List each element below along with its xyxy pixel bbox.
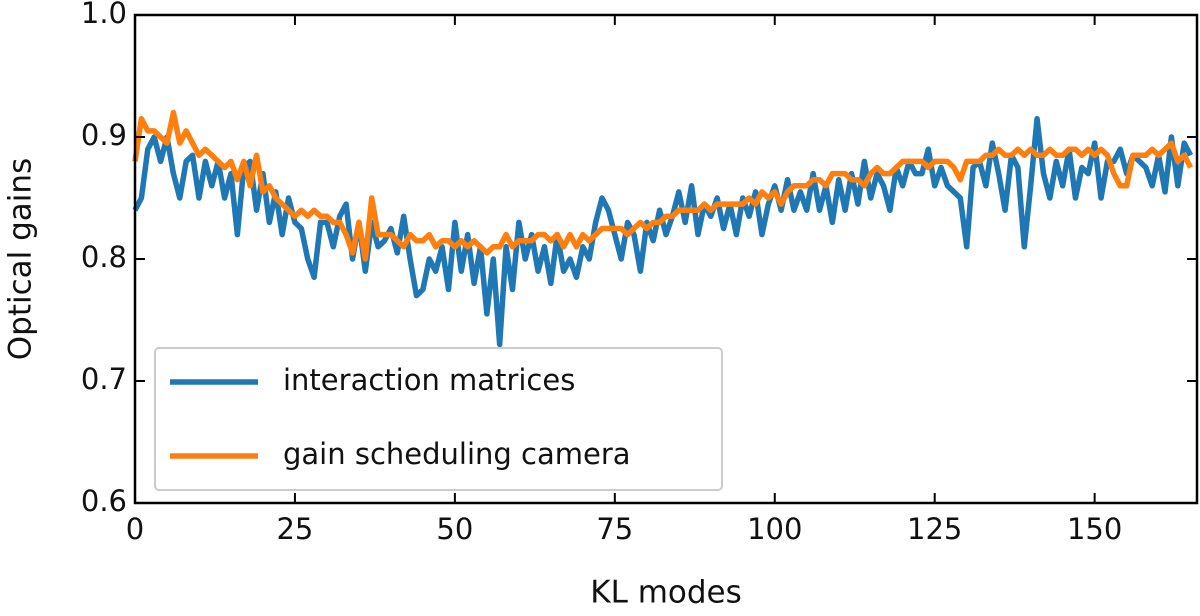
x-tick-label: 75 — [596, 512, 633, 546]
x-tick-label: 50 — [436, 512, 473, 546]
x-tick-label: 125 — [907, 512, 962, 546]
x-axis-label: KL modes — [590, 575, 742, 611]
y-tick-label: 0.8 — [81, 240, 127, 274]
y-tick-label: 0.6 — [81, 484, 127, 518]
x-tick-label: 25 — [276, 512, 313, 546]
legend-box — [154, 347, 723, 491]
x-tick-label: 150 — [1067, 512, 1122, 546]
x-tick-label: 100 — [747, 512, 802, 546]
y-tick-label: 0.9 — [81, 118, 127, 152]
legend-label: gain scheduling camera — [283, 437, 631, 471]
x-tick-label: 0 — [126, 512, 144, 546]
legend-label: interaction matrices — [283, 363, 575, 397]
y-tick-label: 1.0 — [81, 0, 127, 30]
data-line — [132, 109, 1194, 262]
y-axis-label: Optical gains — [3, 158, 39, 360]
y-tick-label: 0.7 — [81, 362, 127, 396]
